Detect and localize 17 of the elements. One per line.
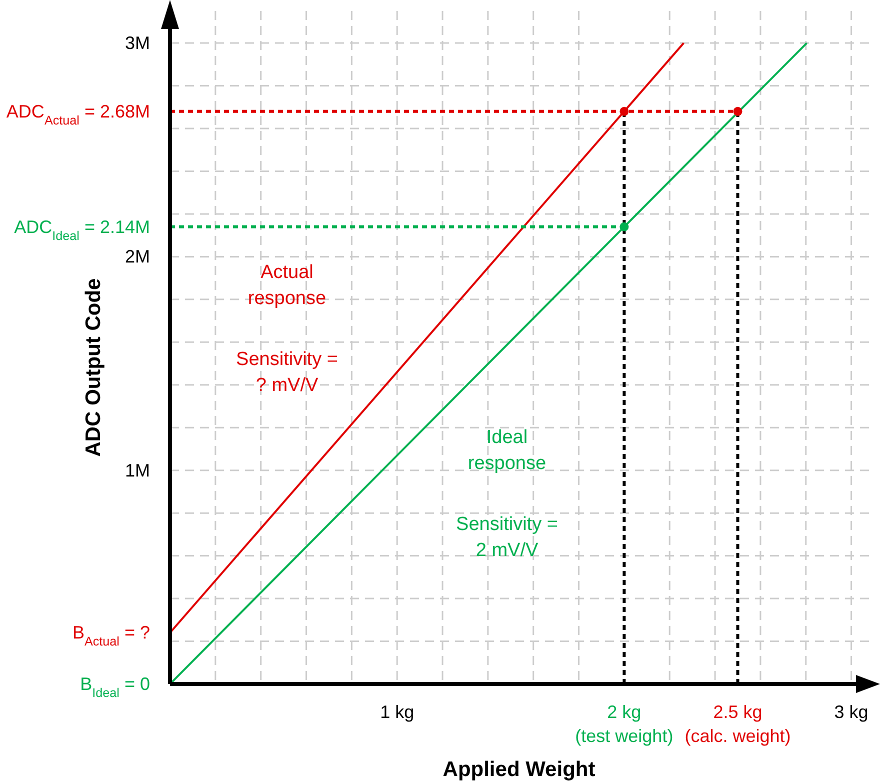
x-tick-label: 2.5 kg (calc. weight) [684,702,791,746]
y-tick-label: 3M [124,33,150,54]
y-axis-title: ADC Output Code [82,278,105,457]
y-tick-label: ADC$_{Actual}$ = 2.68M [6,101,150,128]
x-tick-label: 2 kg (test weight) [575,702,674,746]
text: Actual response [248,262,326,309]
annotation: Sensitivity = ? mV/V [236,349,338,396]
y-tick-label: B$_{Ideal}$ = 0 [80,674,150,700]
x-axis-title: Applied Weight [442,758,596,781]
y-tick-label: 2M [124,246,150,267]
annotation: Sensitivity = 2 mV/V [456,514,558,561]
x-tick-label: 3 kg [834,702,868,722]
y-tick-label: 1M [124,460,150,480]
x-tick-label: 1 kg [380,702,414,722]
y-tick-label: ADC$_{Ideal}$ = 2.14M [14,216,150,243]
y-tick-label: B$_{Actual}$ = ? [72,622,150,649]
series-label: Ideal response [468,427,546,474]
